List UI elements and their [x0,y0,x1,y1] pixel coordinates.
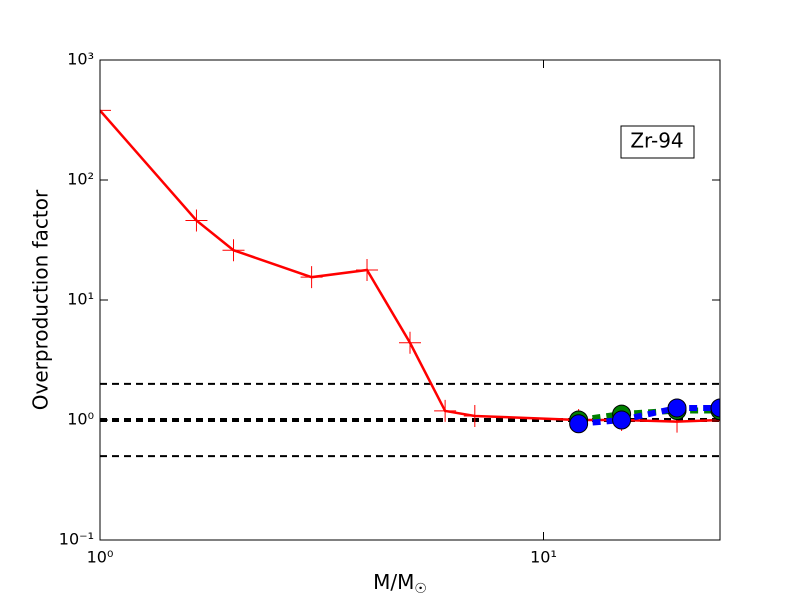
annotation-box [620,125,695,159]
marker [710,398,720,418]
marker [222,239,245,262]
series-line [578,404,720,427]
y-tick-label: 10⁻¹ [59,530,94,549]
y-tick-label: 10³ [67,50,94,69]
x-tick-label: 10¹ [530,548,557,567]
x-axis-label: M/M☉ [373,570,427,598]
marker [100,99,111,122]
x-tick-label: 10⁰ [87,548,114,567]
marker [356,258,379,281]
y-tick-label: 10² [67,170,94,189]
x-label-main: M/M [373,570,414,594]
marker [300,266,323,289]
marker [185,209,208,232]
y-tick-label: 10⁰ [67,410,94,429]
y-tick-label: 10¹ [67,290,94,309]
marker [569,414,589,434]
marker [667,398,687,418]
annotation: Zr-94 [630,129,683,153]
marker [399,331,421,354]
marker [463,404,486,427]
plot-area [100,99,720,458]
x-label-sub: ☉ [414,581,427,597]
y-axis-label: Overproduction factor [29,189,53,410]
marker [612,410,632,430]
marker [434,399,457,422]
